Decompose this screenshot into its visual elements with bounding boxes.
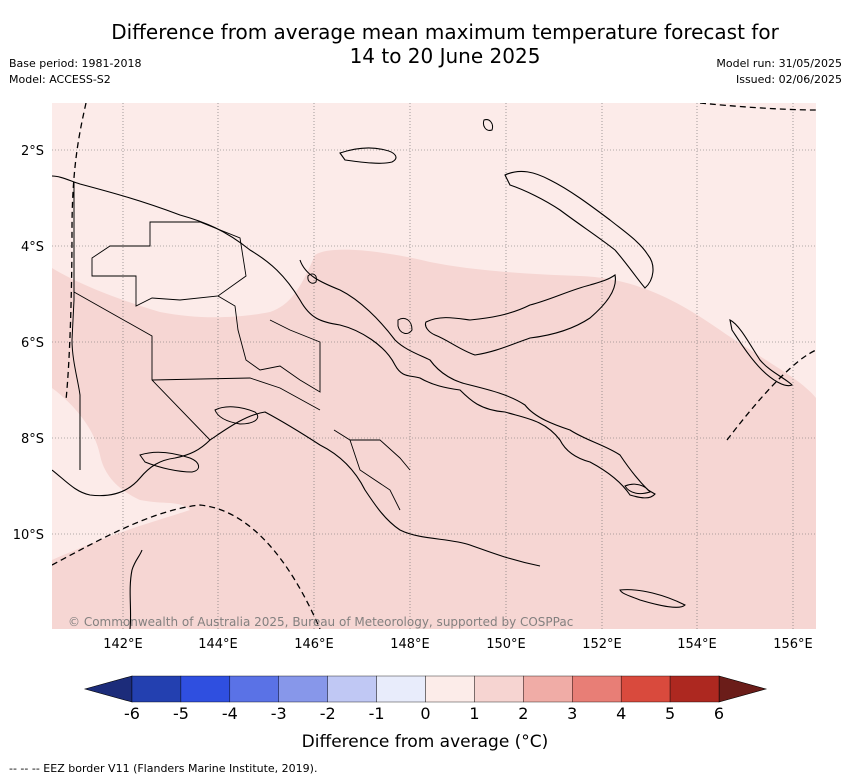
colorbar-swatch <box>327 675 377 703</box>
lon-label: 146°E <box>294 637 334 652</box>
lat-label: 8°S <box>21 432 44 447</box>
colorbar-swatch <box>425 675 475 703</box>
lat-label: 4°S <box>21 240 44 255</box>
lat-label: 10°S <box>13 528 44 543</box>
small-island-3 <box>483 119 493 131</box>
colorbar-low-arrow <box>83 675 133 703</box>
small-island-2 <box>307 273 317 284</box>
colorbar-swatch <box>523 675 573 703</box>
model-run: Model run: 31/05/2025 <box>716 57 842 70</box>
colorbar-high-arrow <box>718 675 768 703</box>
colorbar-tick-label: -2 <box>320 704 336 723</box>
colorbar-swatch <box>131 675 182 703</box>
lon-label: 154°E <box>677 637 717 652</box>
lat-label: 2°S <box>21 144 44 159</box>
lon-label: 156°E <box>773 637 813 652</box>
chart-title: Difference from average mean maximum tem… <box>40 20 850 68</box>
milne-islands <box>619 589 686 608</box>
meta-left: Base period: 1981-2018 Model: ACCESS-S2 <box>9 56 141 88</box>
bougainville <box>729 319 793 387</box>
lon-label: 142°E <box>103 637 143 652</box>
colorbar-tick-label: -6 <box>124 704 140 723</box>
lon-label: 152°E <box>582 637 622 652</box>
colorbar-swatch <box>180 675 231 703</box>
manus-island <box>339 147 397 164</box>
colorbar-tick-label: 5 <box>665 704 675 723</box>
meta-right: Model run: 31/05/2025 Issued: 02/06/2025 <box>716 56 842 88</box>
colorbar-swatch <box>669 675 720 703</box>
colorbar-tick-label: 1 <box>469 704 479 723</box>
copyright-text: © Commonwealth of Australia 2025, Bureau… <box>68 615 573 629</box>
base-period: Base period: 1981-2018 <box>9 57 142 70</box>
model-name: Model: ACCESS-S2 <box>9 73 111 86</box>
colorbar-tick-label: 3 <box>567 704 577 723</box>
colorbar-tick-label: 2 <box>518 704 528 723</box>
colorbar-swatch <box>620 675 671 703</box>
colorbar-tick-label: -4 <box>222 704 238 723</box>
colorbar: -6 -5 -4 -3 -2 -1 0 1 2 3 4 5 6 <box>83 675 768 723</box>
lat-label: 6°S <box>21 336 44 351</box>
colorbar-tick-label: -3 <box>271 704 287 723</box>
colorbar-tick-label: -5 <box>173 704 189 723</box>
colorbar-swatch <box>278 675 328 703</box>
colorbar-tick-label: 6 <box>714 704 724 723</box>
colorbar-tick-label: 0 <box>420 704 430 723</box>
colorbar-tick-label: -1 <box>369 704 385 723</box>
colorbar-swatch <box>376 675 426 703</box>
colorbar-swatch <box>572 675 622 703</box>
dentrecasteaux <box>624 483 651 495</box>
colorbar-swatch <box>474 675 524 703</box>
lon-label: 148°E <box>390 637 430 652</box>
colorbar-label: Difference from average (°C) <box>301 732 549 752</box>
international-border <box>71 182 81 470</box>
new-guinea-mainland <box>52 175 656 499</box>
issued-date: Issued: 02/06/2025 <box>735 73 842 86</box>
colorbar-tick-label: 4 <box>616 704 626 723</box>
new-ireland <box>504 170 654 289</box>
title-line-2: 14 to 20 June 2025 <box>349 44 541 68</box>
delta-coast <box>139 451 199 473</box>
colorbar-swatch <box>229 675 279 703</box>
eez-footer-note: -- -- -- EEZ border V11 (Flanders Marine… <box>9 762 318 775</box>
south-coast <box>52 411 541 567</box>
anomaly-region-0-1-west <box>52 388 190 560</box>
cape-york <box>129 549 143 629</box>
small-island-1 <box>397 317 413 334</box>
lon-label: 144°E <box>198 637 238 652</box>
lon-label: 150°E <box>486 637 526 652</box>
gulf-islands <box>214 406 259 425</box>
new-britain <box>424 274 616 356</box>
title-line-1: Difference from average mean maximum tem… <box>111 20 779 44</box>
